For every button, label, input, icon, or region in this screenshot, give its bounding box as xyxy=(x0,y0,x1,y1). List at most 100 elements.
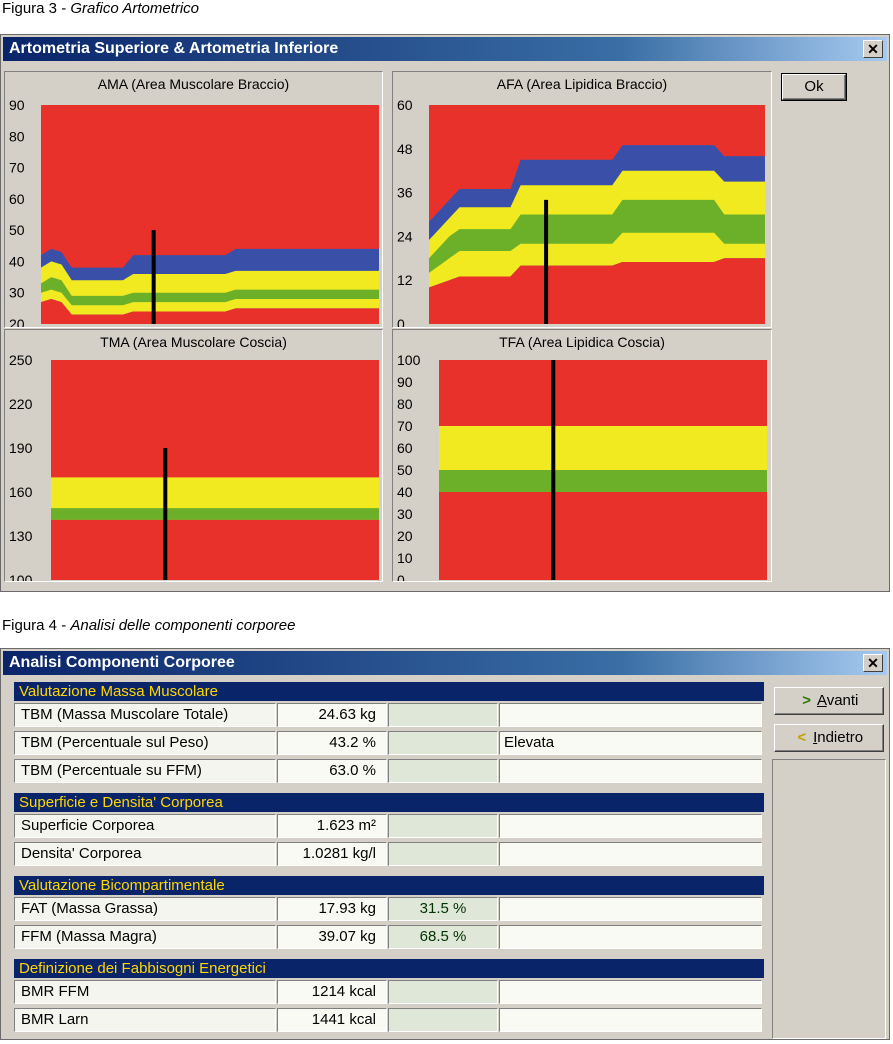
section-header: Valutazione Massa Muscolare xyxy=(14,682,764,701)
y-tick-label: 20 xyxy=(9,316,25,327)
caption-prefix: Figura 3 - xyxy=(2,0,71,17)
row-percent: 31.5 % xyxy=(388,897,498,921)
y-tick-label: 190 xyxy=(9,440,33,456)
table-row: Densita' Corporea 1.0281 kg/l xyxy=(14,840,764,867)
section-header: Valutazione Bicompartimentale xyxy=(14,876,764,895)
y-tick-label: 12 xyxy=(397,272,413,288)
side-panel xyxy=(772,759,886,1039)
chart-ama: 908070605040302014243444546474 xyxy=(9,97,379,327)
row-note xyxy=(499,1008,762,1032)
chart-panel-tfa: TFA (Area Lipidica Coscia) 100 90 80 70 60 50… xyxy=(392,329,772,582)
chart-title: AFA (Area Lipidica Braccio) xyxy=(496,76,668,92)
row-value: 1.0281 kg/l xyxy=(277,842,387,866)
chart-title: AMA (Area Muscolare Braccio) xyxy=(97,76,290,92)
y-tick-label: 250 xyxy=(9,352,33,368)
caption-prefix: Figura 4 - xyxy=(2,617,71,634)
y-tick-label: 30 xyxy=(397,506,413,522)
chart-title: TMA (Area Muscolare Coscia) xyxy=(100,334,287,350)
row-label: TBM (Percentuale sul Peso) xyxy=(14,731,276,755)
table-row: TBM (Percentuale su FFM) 63.0 % xyxy=(14,757,764,784)
row-note xyxy=(499,897,762,921)
row-percent xyxy=(388,703,498,727)
y-tick-label: 40 xyxy=(9,253,25,269)
y-tick-label: 50 xyxy=(397,462,413,478)
window-title: Artometria Superiore & Artometria Inferi… xyxy=(9,40,339,57)
indietro-mnemonic: I xyxy=(813,729,818,746)
table-row: FAT (Massa Grassa) 17.93 kg 31.5 % xyxy=(14,895,764,922)
y-tick-label: 90 xyxy=(397,374,413,390)
row-note xyxy=(499,980,762,1004)
y-tick-label: 70 xyxy=(397,418,413,434)
row-note xyxy=(499,925,762,949)
band-area xyxy=(439,492,767,580)
row-label: Superficie Corporea xyxy=(14,814,276,838)
section-header: Superficie e Densita' Corporea xyxy=(14,793,764,812)
band-area xyxy=(41,298,379,324)
caption-title: Grafico Artometrico xyxy=(70,0,200,17)
table-row: TBM (Percentuale sul Peso) 43.2 % Elevata xyxy=(14,729,764,756)
row-percent xyxy=(388,1008,498,1032)
indietro-button[interactable]: < Indietro xyxy=(774,724,884,752)
chart-panel-tma: TMA (Area Muscolare Coscia) 250 220 190 160… xyxy=(4,329,383,582)
y-tick-label: 30 xyxy=(9,285,25,301)
window-titlebar: Analisi Componenti Corporee ✕ xyxy=(3,651,887,675)
row-percent xyxy=(388,759,498,783)
analisi-window: Analisi Componenti Corporee ✕ Valutazion… xyxy=(0,648,890,1040)
y-tick-label: 80 xyxy=(9,128,25,144)
y-tick-label: 90 xyxy=(9,97,25,113)
table-row: Superficie Corporea 1.623 m² xyxy=(14,812,764,839)
y-tick-label: 10 xyxy=(397,550,413,566)
y-tick-label: 60 xyxy=(397,440,413,456)
y-tick-label: 70 xyxy=(9,160,25,176)
chart-tfa: 1009080706050403020100142026323844505662… xyxy=(397,352,767,581)
band-area xyxy=(51,519,379,580)
y-tick-label: 100 xyxy=(397,352,421,368)
table-row: FFM (Massa Magra) 39.07 kg 68.5 % xyxy=(14,923,764,950)
chart-panel-afa: AFA (Area Lipidica Braccio) 604836241201… xyxy=(392,71,772,328)
row-label: FFM (Massa Magra) xyxy=(14,925,276,949)
chart-tma: 2502201901601301001420263238445056626874 xyxy=(9,352,379,581)
band-area xyxy=(429,258,765,324)
table-row: BMR FFM 1214 kcal xyxy=(14,978,764,1005)
close-icon[interactable]: ✕ xyxy=(863,40,883,58)
row-value: 63.0 % xyxy=(277,759,387,783)
artometria-window: Artometria Superiore & Artometria Inferi… xyxy=(0,34,890,592)
chart-title: TFA (Area Lipidica Coscia) xyxy=(499,334,665,350)
row-label: FAT (Massa Grassa) xyxy=(14,897,276,921)
close-icon[interactable]: ✕ xyxy=(863,654,883,672)
row-label: BMR FFM xyxy=(14,980,276,1004)
row-note xyxy=(499,759,762,783)
row-percent xyxy=(388,980,498,1004)
figure-3-caption: Figura 3 - Grafico Artometrico xyxy=(2,0,199,17)
row-percent xyxy=(388,842,498,866)
y-tick-label: 80 xyxy=(397,396,413,412)
chart-afa: 6048362412014243444546474 xyxy=(397,97,765,327)
chevron-right-icon: > xyxy=(802,692,811,709)
avanti-button[interactable]: > Avanti xyxy=(774,687,884,715)
y-tick-label: 0 xyxy=(397,316,405,327)
row-note: Elevata xyxy=(499,731,762,755)
row-value: 43.2 % xyxy=(277,731,387,755)
avanti-mnemonic: A xyxy=(816,692,827,709)
y-tick-label: 40 xyxy=(397,484,413,500)
y-tick-label: 36 xyxy=(397,185,413,201)
y-tick-label: 60 xyxy=(397,97,413,113)
figure-4-caption: Figura 4 - Analisi delle componenti corp… xyxy=(2,617,296,634)
avanti-label: vanti xyxy=(826,692,859,709)
y-tick-label: 130 xyxy=(9,528,33,544)
y-tick-label: 50 xyxy=(9,222,25,238)
row-value: 17.93 kg xyxy=(277,897,387,921)
table-row: BMR Larn 1441 kcal xyxy=(14,1006,764,1033)
ok-button[interactable]: Ok xyxy=(781,73,847,101)
caption-title: Analisi delle componenti corporee xyxy=(70,617,296,634)
section-header: Definizione dei Fabbisogni Energetici xyxy=(14,959,764,978)
row-percent xyxy=(388,731,498,755)
chevron-left-icon: < xyxy=(797,729,807,746)
y-tick-label: 60 xyxy=(9,191,25,207)
y-tick-label: 100 xyxy=(9,572,33,581)
row-percent: 68.5 % xyxy=(388,925,498,949)
row-note xyxy=(499,842,762,866)
y-tick-label: 220 xyxy=(9,396,33,412)
chart-panel-ama: AMA (Area Muscolare Braccio) 90 80 70 60 50 4… xyxy=(4,71,383,328)
table-row: TBM (Massa Muscolare Totale) 24.63 kg xyxy=(14,701,764,728)
